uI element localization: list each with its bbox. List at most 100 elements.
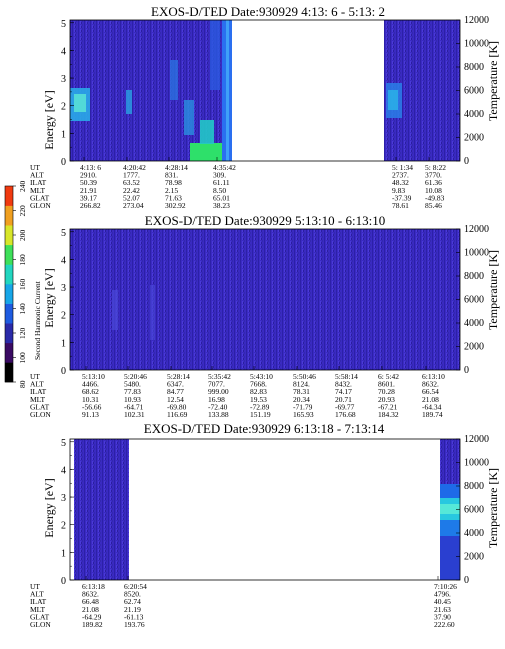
panel-2-ticks: 0 1 2 3 4 5 0 2000 4000 6000 8000 10000 12000 (61, 224, 489, 377)
table-cell: 78.98 (165, 178, 182, 187)
table-cell: 189.82 (82, 620, 103, 629)
table-row-label: ILAT (30, 178, 47, 187)
table-row-label: UT (30, 582, 40, 591)
table-cell: 309. (213, 171, 226, 180)
table-cell: 5:43:10 (250, 372, 273, 381)
table-row-label: ALT (30, 380, 44, 389)
temperature-tick-label: 0 (464, 365, 469, 376)
table-cell: 273.04 (123, 201, 144, 210)
panel-3-title: EXOS-D/TED Date:930929 6:13:18 - 7:13:14 (144, 421, 385, 436)
table-cell: 176.68 (335, 410, 356, 419)
table-cell: 21.91 (80, 186, 97, 195)
panel-3-feature (440, 504, 460, 514)
panel-1-ylabel: Energy [eV] (42, 90, 56, 149)
table-cell: -61.13 (124, 612, 144, 621)
table-cell: 21.08 (82, 605, 99, 614)
panel-2-feature (150, 285, 155, 340)
colorbar-swatch (5, 225, 13, 246)
colorbar-swatch (5, 186, 13, 206)
colorbar: 80 100 120 140 160 180 200 220 240 Second Harmon… (4, 181, 42, 388)
temperature-tick-label: 10000 (464, 39, 489, 50)
panel-3-feature (440, 536, 460, 580)
panel-2-ylabel: Energy [eV] (42, 268, 56, 327)
table-cell: 4796. (434, 590, 451, 599)
colorbar-tick-label: 120 (18, 328, 27, 340)
energy-tick-label: 4 (61, 46, 66, 57)
table-cell: 74.17 (335, 387, 352, 396)
table-row-label: GLAT (30, 612, 50, 621)
table-cell: 63.52 (123, 178, 140, 187)
energy-tick-label: 1 (61, 129, 66, 140)
energy-tick-label: 2 (61, 521, 66, 532)
table-cell: -67.21 (378, 402, 398, 411)
colorbar-swatches (5, 186, 13, 383)
panel-1-feature (190, 143, 222, 161)
table-row-label: UT (30, 163, 40, 172)
table-cell: 4:20:42 (123, 163, 146, 172)
table-cell: 302.92 (165, 201, 186, 210)
energy-tick-label: 3 (61, 283, 66, 294)
colorbar-label: Second Harmonic Current (33, 280, 42, 360)
energy-tick-label: 0 (61, 366, 66, 377)
table-cell: 6347. (167, 380, 184, 389)
table-cell: 78.61 (392, 201, 409, 210)
table-row-label: MLT (30, 605, 46, 614)
colorbar-swatch (5, 323, 13, 344)
table-cell: 999.00 (208, 387, 229, 396)
temperature-tick-label: 4000 (464, 528, 484, 539)
energy-tick-label: 1 (61, 548, 66, 559)
panel-1-feature (388, 90, 398, 110)
temperature-tick-label: 2000 (464, 133, 484, 144)
table-cell: 52.07 (123, 193, 140, 202)
table-cell: 12.54 (167, 395, 184, 404)
table-cell: 6: 5:42 (378, 372, 399, 381)
colorbar-tick-label: 220 (18, 205, 27, 217)
table-cell: 78.31 (293, 387, 310, 396)
panel-3-y2label: Temperature [K] (486, 468, 500, 548)
table-cell: -69.77 (335, 402, 355, 411)
table-cell: -64.71 (124, 402, 144, 411)
table-cell: 8632. (82, 590, 99, 599)
colorbar-swatch (5, 362, 13, 383)
table-cell: -56.66 (82, 402, 102, 411)
table-cell: 831. (165, 171, 178, 180)
table-cell: 5:50:46 (293, 372, 316, 381)
table-cell: 5: 1:34 (392, 163, 413, 172)
table-cell: 4:28:14 (165, 163, 188, 172)
table-cell: 61.36 (425, 178, 442, 187)
table-cell: 2910. (80, 171, 97, 180)
table-cell: 61.11 (213, 178, 230, 187)
table-cell: 8.50 (213, 186, 226, 195)
colorbar-swatch (5, 284, 13, 304)
table-cell: 165.93 (293, 410, 314, 419)
table-row-label: MLT (30, 186, 46, 195)
colorbar-tick-label: 100 (18, 352, 27, 364)
colorbar-tick-label: 240 (18, 181, 27, 193)
table-cell: 10.31 (82, 395, 99, 404)
table-cell: 4466. (82, 380, 99, 389)
table-cell: 21.19 (124, 605, 141, 614)
table-cell: 10.93 (124, 395, 141, 404)
table-cell: 5:28:14 (167, 372, 190, 381)
table-cell: 4:35:42 (213, 163, 236, 172)
panel-3-segment-a (74, 439, 129, 580)
table-cell: 116.69 (167, 410, 188, 419)
panel-1-ticks: 0 1 2 3 4 5 0 2000 4000 6000 8000 10000 12000 (61, 15, 489, 168)
panel-3-feature (440, 520, 460, 536)
panel-1-feature (184, 100, 194, 135)
table-cell: 21.08 (422, 395, 439, 404)
panel-3-ephemeris-table: UTALTILATMLTGLATGLON6:13:188632.66.4821.… (30, 582, 457, 629)
table-cell: -69.80 (167, 402, 187, 411)
table-cell: 71.63 (165, 193, 182, 202)
energy-tick-label: 2 (61, 102, 66, 113)
table-cell: 22.42 (123, 186, 140, 195)
energy-tick-label: 2 (61, 311, 66, 322)
table-row-label: GLAT (30, 402, 50, 411)
table-cell: 102.31 (124, 410, 145, 419)
energy-tick-label: 5 (61, 438, 66, 449)
table-cell: 6:20:54 (124, 582, 147, 591)
colorbar-swatch (5, 244, 13, 265)
table-cell: -64.34 (422, 402, 442, 411)
colorbar-swatch (5, 264, 13, 285)
table-cell: -71.79 (293, 402, 313, 411)
